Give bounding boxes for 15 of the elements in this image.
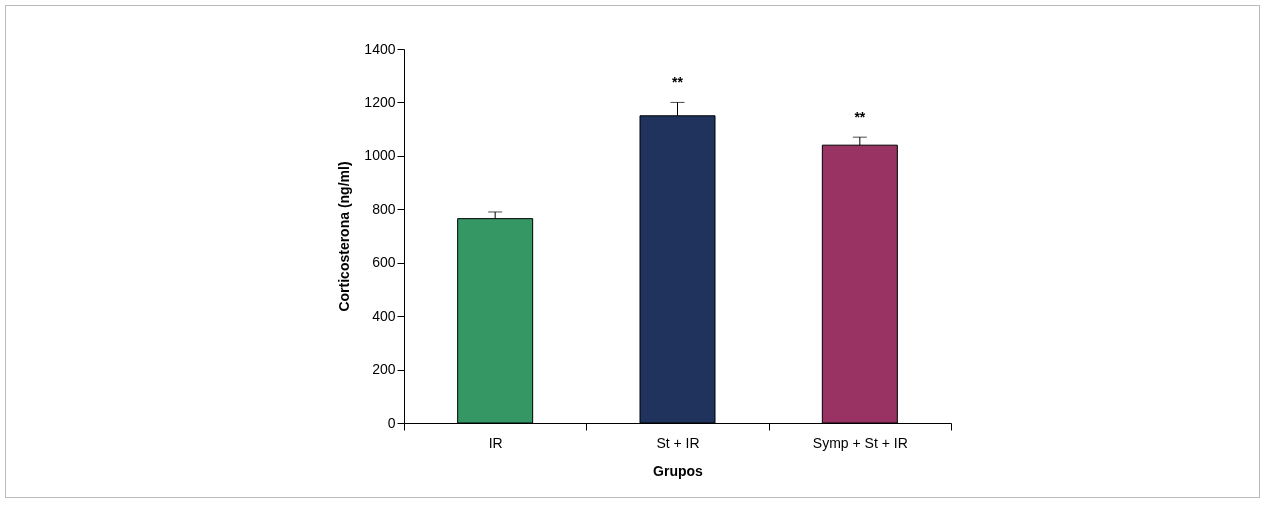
y-tick-label: 0: [387, 414, 396, 431]
annotation: **: [854, 108, 866, 125]
y-tick-label: 200: [372, 361, 396, 378]
y-tick-label: 1000: [364, 147, 396, 164]
y-tick-label: 800: [372, 200, 396, 217]
annotation: **: [672, 73, 684, 90]
x-tick-label: IR: [488, 434, 503, 451]
y-tick-label: 1200: [364, 93, 396, 110]
x-tick-label: St + IR: [656, 434, 700, 451]
x-axis-title: Grupos: [653, 462, 704, 479]
y-tick-label: 400: [372, 307, 396, 324]
y-axis-title: Corticosterona (ng/ml): [336, 161, 353, 312]
y-tick-label: 600: [372, 254, 396, 271]
y-tick-label: 1400: [364, 40, 396, 57]
x-tick-label: Symp + St + IR: [812, 434, 908, 451]
